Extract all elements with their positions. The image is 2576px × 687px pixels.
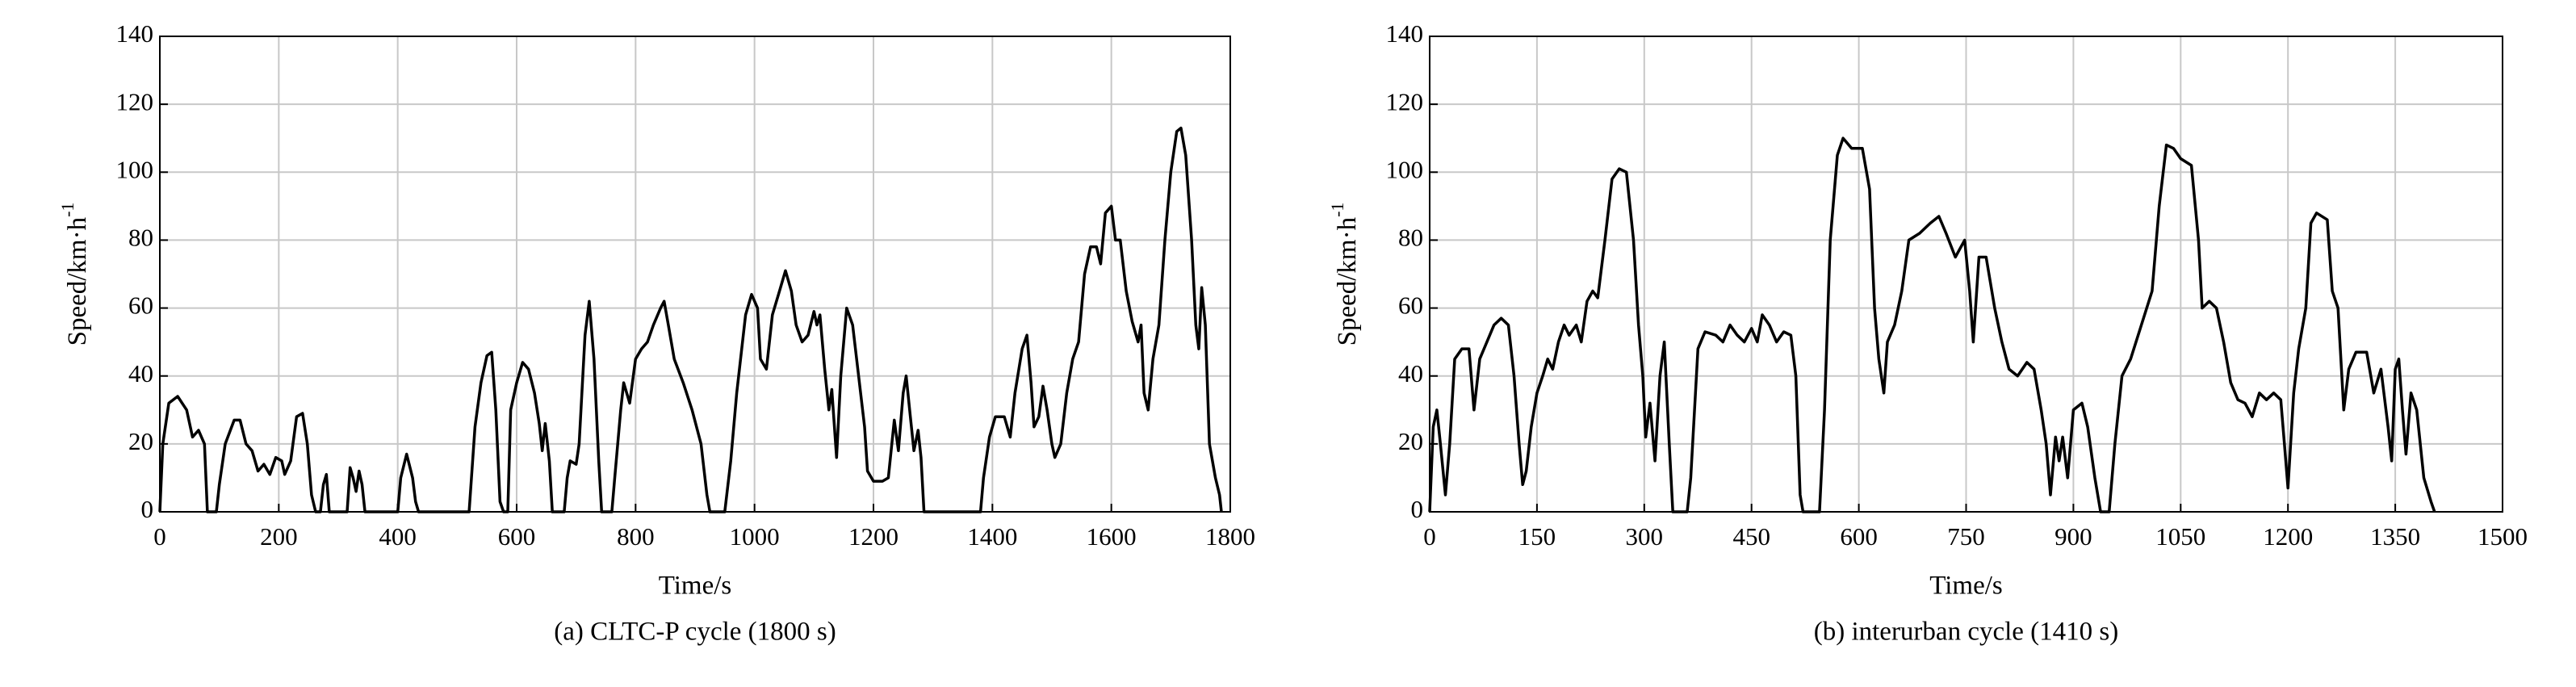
caption: (a) CLTC-P cycle (1800 s) [554, 618, 836, 647]
x-tick-label: 900 [2055, 522, 2092, 551]
x-tick-label: 0 [153, 522, 166, 551]
speed-line [158, 126, 1223, 513]
x-tick-label: 600 [1840, 522, 1878, 551]
y-tick-label: 140 [1386, 19, 1424, 48]
y-tick-label: 0 [1411, 495, 1424, 523]
y-tick-label: 80 [128, 224, 153, 252]
x-tick-label: 200 [260, 522, 298, 551]
y-tick-label: 60 [1398, 291, 1423, 320]
plot-frame [159, 36, 1231, 513]
y-tick-label: 80 [1398, 224, 1423, 252]
x-tick-label: 450 [1732, 522, 1770, 551]
x-tick-label: 0 [1423, 522, 1436, 551]
y-tick-label: 0 [141, 495, 154, 523]
x-axis-label: Time/s [1929, 572, 2003, 601]
x-tick-label: 1600 [1087, 522, 1137, 551]
x-tick-label: 1200 [2263, 522, 2313, 551]
y-tick-label: 40 [1398, 359, 1423, 387]
x-tick-label: 1200 [848, 522, 898, 551]
caption: (b) interurban cycle (1410 s) [1814, 618, 2119, 647]
chart: 0 20 40 60 80 100 120 140 0 150 300 450 600 750 900 105… [1327, 19, 2528, 646]
y-axis-label: Speed/km·h-1 [1327, 203, 1362, 346]
y-tick-label: 120 [1386, 87, 1424, 115]
y-tick-label: 100 [116, 155, 154, 183]
y-tick-label: 20 [128, 427, 153, 455]
x-tick-label: 300 [1626, 522, 1664, 551]
y-axis-label-sup: -1 [57, 203, 77, 217]
y-axis-label-text: Speed/km·h [63, 216, 92, 346]
x-tick-label: 1350 [2370, 522, 2420, 551]
plot-frame [1429, 36, 2503, 513]
x-tick-label: 1050 [2155, 522, 2205, 551]
x-tick-label: 1500 [2478, 522, 2528, 551]
x-tick-label: 150 [1518, 522, 1556, 551]
x-tick-label: 600 [498, 522, 536, 551]
x-tick-label: 800 [617, 522, 655, 551]
y-tick-label: 140 [116, 19, 154, 48]
y-tick-label: 120 [116, 87, 154, 115]
y-tick-label: 40 [128, 359, 153, 387]
x-tick-label: 1800 [1205, 522, 1255, 551]
x-tick-label: 1400 [967, 522, 1017, 551]
y-tick-label: 100 [1386, 155, 1424, 183]
y-axis-label-sup: -1 [1327, 203, 1347, 217]
x-tick-label: 1000 [730, 522, 780, 551]
x-tick-label: 400 [379, 522, 417, 551]
x-axis-label: Time/s [659, 572, 732, 601]
speed-line [1428, 136, 2436, 513]
x-tick-label: 750 [1947, 522, 1985, 551]
y-tick-label: 20 [1398, 427, 1423, 455]
y-axis-label: Speed/km·h-1 [57, 203, 92, 346]
y-tick-label: 60 [128, 291, 153, 320]
y-axis-label-text: Speed/km·h [1333, 216, 1362, 346]
